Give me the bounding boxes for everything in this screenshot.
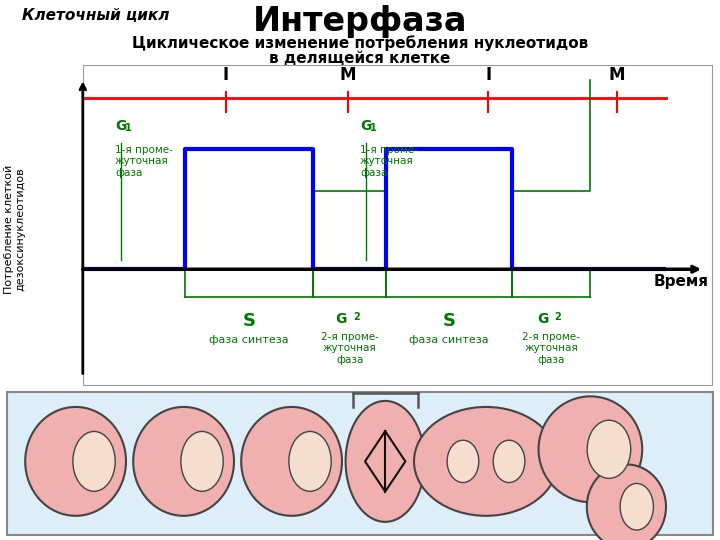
Ellipse shape — [73, 431, 115, 491]
Text: G: G — [336, 312, 347, 326]
Text: Клеточный цикл: Клеточный цикл — [22, 8, 169, 23]
Ellipse shape — [25, 407, 126, 516]
Text: 1-я проме-
жуточная
фаза: 1-я проме- жуточная фаза — [115, 145, 173, 178]
Text: I: I — [222, 66, 229, 84]
Text: 2-я проме-
жуточная
фаза: 2-я проме- жуточная фаза — [321, 332, 379, 365]
Ellipse shape — [539, 396, 642, 502]
Ellipse shape — [493, 440, 525, 483]
Text: G: G — [360, 119, 372, 133]
Ellipse shape — [587, 464, 666, 540]
Text: M: M — [340, 66, 356, 84]
Ellipse shape — [346, 401, 425, 522]
Text: S: S — [443, 312, 456, 330]
Ellipse shape — [289, 431, 331, 491]
Text: 2: 2 — [354, 312, 360, 322]
Ellipse shape — [181, 431, 223, 491]
Text: 2-я проме-
жуточная
фаза: 2-я проме- жуточная фаза — [522, 332, 580, 365]
Text: I: I — [485, 66, 491, 84]
Text: 1: 1 — [125, 123, 132, 133]
Ellipse shape — [588, 420, 631, 478]
Text: Циклическое изменение потребления нуклеотидов: Циклическое изменение потребления нуклео… — [132, 35, 588, 51]
Text: G: G — [115, 119, 126, 133]
Ellipse shape — [447, 440, 479, 483]
Text: 1-я проме-
жуточная
фаза: 1-я проме- жуточная фаза — [360, 145, 418, 178]
Ellipse shape — [414, 407, 558, 516]
Text: Интерфаза: Интерфаза — [253, 5, 467, 38]
Text: 2: 2 — [554, 312, 562, 322]
Text: 1: 1 — [370, 123, 377, 133]
Text: фаза синтеза: фаза синтеза — [410, 335, 489, 346]
Text: Время: Время — [653, 274, 708, 289]
Text: G: G — [537, 312, 549, 326]
Text: дезоксинуклеотидов: дезоксинуклеотидов — [16, 168, 26, 291]
Text: фаза синтеза: фаза синтеза — [210, 335, 289, 346]
Text: Потребление клеткой: Потребление клеткой — [4, 165, 14, 294]
Ellipse shape — [620, 483, 654, 530]
Ellipse shape — [133, 407, 234, 516]
Text: в делящейся клетке: в делящейся клетке — [269, 51, 451, 66]
Text: S: S — [243, 312, 256, 330]
Ellipse shape — [241, 407, 342, 516]
Text: M: M — [608, 66, 625, 84]
